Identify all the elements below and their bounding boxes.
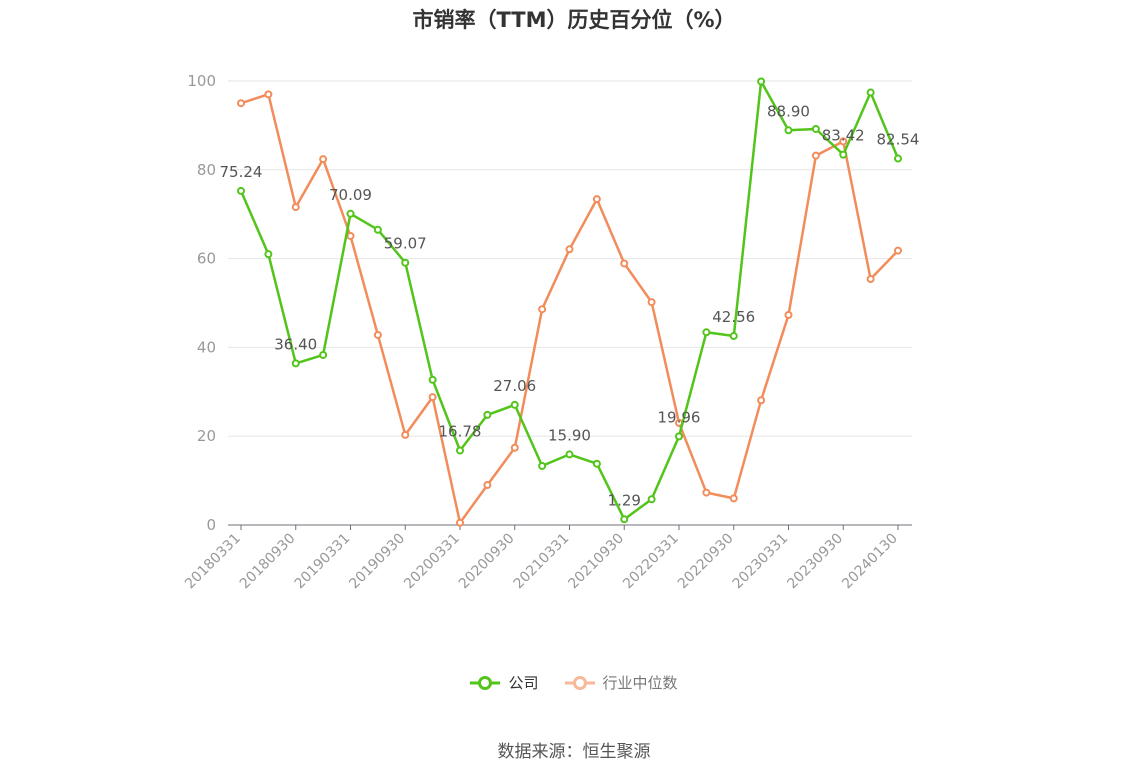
x-tick-label: 20240130 <box>839 531 901 593</box>
industry-point <box>401 430 410 439</box>
industry-point <box>456 518 464 527</box>
x-tick-label: 20190930 <box>346 531 408 593</box>
industry-point <box>291 203 300 212</box>
industry-point <box>483 481 492 490</box>
company-point <box>702 328 711 337</box>
company-point <box>428 375 437 384</box>
company-data-label: 88.90 <box>767 102 810 120</box>
x-tick-label: 20220331 <box>620 531 682 593</box>
x-tick-label: 20230930 <box>784 531 846 593</box>
company-data-label: 15.90 <box>548 426 591 444</box>
company-point <box>565 450 574 459</box>
industry-point <box>428 393 437 402</box>
axes: 0 20 40 60 80 100 2018033120180930201903312019… <box>182 72 912 592</box>
company-point <box>839 150 848 159</box>
industry-point <box>346 231 355 240</box>
y-tick-label: 0 <box>206 516 216 534</box>
company-data-label: 75.24 <box>220 163 263 181</box>
industry-point <box>757 396 766 405</box>
industry-point <box>784 310 793 319</box>
y-tick-label: 40 <box>197 338 216 356</box>
industry-point <box>319 155 328 164</box>
legend-label-industry: 行业中位数 <box>602 674 678 692</box>
company-point <box>483 410 492 419</box>
company-data-label: 27.06 <box>493 377 536 395</box>
company-point <box>401 258 410 267</box>
x-tick-label: 20180930 <box>237 531 299 593</box>
company-data-label: 70.09 <box>329 186 372 204</box>
company-point <box>620 515 629 524</box>
chart-title: 市销率（TTM）历史百分位（%） <box>412 8 736 32</box>
x-tick-label: 20210930 <box>565 531 627 593</box>
y-tick-label: 80 <box>197 161 216 179</box>
x-tick-label: 20180331 <box>182 531 244 593</box>
x-tick-label: 20220930 <box>675 531 737 593</box>
company-point <box>264 250 273 259</box>
company-point <box>237 186 245 195</box>
company-point <box>729 332 738 341</box>
company-point <box>319 350 328 359</box>
company-point <box>866 88 875 97</box>
y-tick-label: 100 <box>187 72 216 90</box>
company-point <box>373 225 382 234</box>
company-point <box>757 77 766 86</box>
legend: 公司 行业中位数 <box>0 672 1148 693</box>
company-point <box>456 446 464 455</box>
legend-label-company: 公司 <box>508 674 539 692</box>
company-point <box>592 459 601 468</box>
y-tick-label: 20 <box>197 427 216 445</box>
company-point <box>784 126 793 135</box>
industry-point <box>237 99 245 108</box>
industry-point <box>620 259 629 268</box>
y-tick-label: 60 <box>197 250 216 268</box>
company-data-label: 83.42 <box>822 127 865 145</box>
grid-lines <box>228 80 912 437</box>
company-point <box>291 359 300 368</box>
company-point <box>510 400 519 409</box>
company-point <box>346 209 355 218</box>
legend-industry-marker <box>564 675 595 690</box>
industry-point <box>592 195 601 204</box>
legend-item-industry[interactable]: 行业中位数 <box>564 672 678 693</box>
industry-point <box>565 245 574 254</box>
company-data-label: 59.07 <box>384 235 427 253</box>
industry-point <box>264 90 273 99</box>
legend-item-company[interactable]: 公司 <box>470 672 539 693</box>
x-tick-label: 20190331 <box>292 531 354 593</box>
industry-point <box>647 298 656 307</box>
x-tick-label: 20210331 <box>511 531 573 593</box>
company-data-label: 36.40 <box>274 335 317 353</box>
series <box>237 77 902 527</box>
industry-point <box>702 488 711 497</box>
company-data-label: 1.29 <box>608 491 641 509</box>
company-point <box>538 461 547 470</box>
data-labels: 75.24 36.40 70.09 59.07 16.78 27.06 15.90 1.29 1… <box>220 102 920 509</box>
company-point <box>675 432 683 441</box>
company-point <box>894 154 902 163</box>
x-tick-label: 20230331 <box>730 531 792 593</box>
industry-point <box>894 246 902 255</box>
company-data-label: 42.56 <box>712 308 755 326</box>
data-source: 数据来源：恒生聚源 <box>497 742 651 762</box>
industry-point <box>373 330 382 339</box>
company-data-label: 16.78 <box>439 422 482 440</box>
x-tick-label: 20200331 <box>401 531 463 593</box>
industry-point <box>538 305 547 314</box>
company-point <box>811 124 820 133</box>
industry-point <box>729 494 738 503</box>
company-data-label: 82.54 <box>877 131 920 149</box>
industry-point <box>811 151 820 160</box>
industry-series-line <box>240 93 899 525</box>
company-point <box>647 495 656 504</box>
industry-point <box>866 275 875 284</box>
legend-company-marker <box>470 675 501 690</box>
x-tick-label: 20200930 <box>456 531 518 593</box>
company-data-label: 19.96 <box>658 408 701 426</box>
industry-point <box>839 137 848 146</box>
industry-point <box>510 443 519 452</box>
